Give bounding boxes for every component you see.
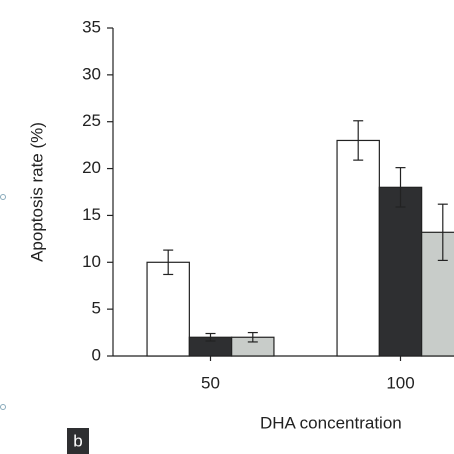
panel-label: b — [73, 431, 82, 450]
y-axis-label: Apoptosis rate (%) — [27, 122, 46, 262]
y-tick-label: 5 — [92, 299, 101, 318]
decoration — [0, 194, 6, 200]
bar — [378, 186, 423, 357]
error-bar — [395, 167, 406, 208]
error-bar — [247, 331, 258, 343]
bar — [146, 261, 190, 357]
y-tick-label: 35 — [82, 17, 101, 36]
error-bar — [353, 120, 364, 161]
error-bar — [205, 332, 216, 342]
panel-label-box — [67, 428, 89, 454]
bar — [421, 231, 454, 357]
bar — [336, 139, 380, 357]
y-tick-label: 30 — [82, 64, 101, 83]
y-tick-label: 10 — [82, 252, 101, 271]
y-tick-label: 15 — [82, 205, 101, 224]
y-tick-label: 25 — [82, 111, 101, 130]
error-bar — [163, 249, 174, 276]
decoration — [0, 404, 6, 410]
y-tick-label: 20 — [82, 158, 101, 177]
y-tick-label: 0 — [92, 345, 101, 364]
x-tick-label: 100 — [386, 373, 414, 392]
error-bar — [437, 203, 448, 262]
x-axis-label: DHA concentration — [260, 413, 402, 432]
x-tick-label: 50 — [201, 373, 220, 392]
